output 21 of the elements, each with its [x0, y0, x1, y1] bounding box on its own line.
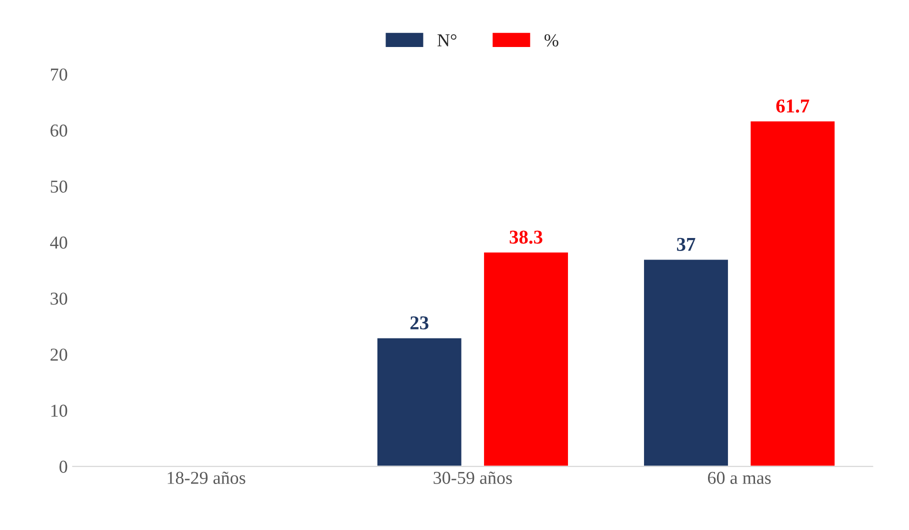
y-tick-label: 0 — [60, 460, 68, 473]
y-tick-label: 50 — [50, 180, 68, 193]
data-label: 38.3 — [510, 230, 542, 244]
x-tick-label: 18-29 años — [168, 472, 246, 484]
x-tick-label: 30-59 años — [434, 472, 512, 484]
y-tick-label: 60 — [50, 124, 68, 137]
y-tick-label: 40 — [50, 236, 68, 249]
y-tick-label: 10 — [51, 404, 68, 417]
bar — [482, 251, 570, 466]
legend-label: % — [544, 34, 558, 46]
y-tick-label: 70 — [50, 68, 68, 81]
bar — [642, 258, 730, 466]
x-tick-label: 60 a mas — [708, 472, 771, 484]
data-label: 23 — [410, 316, 428, 330]
bar — [749, 120, 836, 466]
y-tick-label: 20 — [50, 348, 68, 361]
legend-label: N° — [437, 34, 456, 46]
data-label: 61.7 — [776, 100, 810, 113]
y-tick-label: 30 — [50, 292, 68, 305]
data-label: 37 — [677, 238, 696, 251]
bar — [376, 336, 463, 466]
